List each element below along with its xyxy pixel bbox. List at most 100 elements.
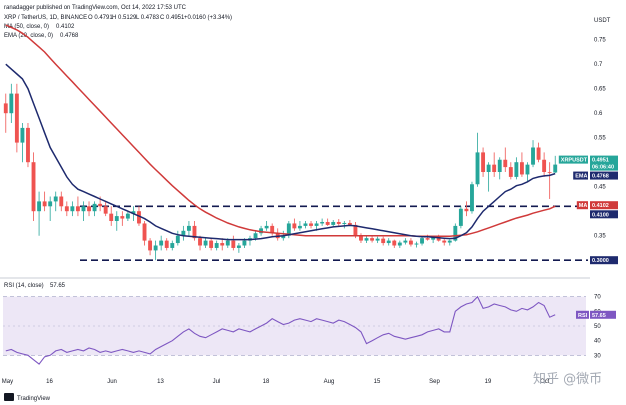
candle[interactable] <box>442 238 447 246</box>
price-tag-label-box <box>576 201 588 210</box>
candle[interactable] <box>359 233 363 244</box>
candle[interactable] <box>20 123 25 163</box>
candle[interactable] <box>320 218 325 226</box>
ema20-line[interactable] <box>5 63 556 241</box>
candle[interactable] <box>87 201 91 217</box>
candle[interactable] <box>542 152 547 177</box>
candle[interactable] <box>164 238 169 251</box>
candle[interactable] <box>236 243 241 253</box>
candle[interactable] <box>264 221 269 231</box>
candle[interactable] <box>464 201 469 217</box>
candle[interactable] <box>209 238 214 251</box>
candle[interactable] <box>375 236 380 244</box>
candle[interactable] <box>75 196 80 217</box>
candle[interactable] <box>153 240 158 261</box>
candle-body <box>231 240 236 248</box>
candle[interactable] <box>142 221 147 246</box>
candle[interactable] <box>26 123 30 168</box>
candle-body <box>414 243 419 245</box>
candle[interactable] <box>259 225 264 236</box>
candle[interactable] <box>64 201 69 217</box>
candle[interactable] <box>92 201 97 217</box>
ohlc-change: +0.0160 (+3.34%) <box>184 15 232 21</box>
candle[interactable] <box>214 240 219 251</box>
candle[interactable] <box>514 157 519 180</box>
candle[interactable] <box>414 241 419 248</box>
candle[interactable] <box>486 162 491 192</box>
candle[interactable] <box>336 219 341 226</box>
candle[interactable] <box>531 140 535 168</box>
candle[interactable] <box>3 93 8 133</box>
candle[interactable] <box>381 236 386 246</box>
time-axis[interactable]: May 16 Jun 13 Jul 18 Aug 15 Sep 19 Oct <box>2 379 550 385</box>
candle[interactable] <box>470 181 474 214</box>
candle-body <box>353 224 358 236</box>
candle[interactable] <box>114 211 119 231</box>
candle[interactable] <box>231 235 236 251</box>
candle[interactable] <box>37 191 42 236</box>
candle[interactable] <box>392 239 397 248</box>
candle[interactable] <box>508 162 513 180</box>
candle[interactable] <box>547 162 552 199</box>
candle[interactable] <box>31 152 36 221</box>
candle-body <box>331 221 336 225</box>
candle[interactable] <box>292 218 297 231</box>
candle[interactable] <box>325 218 330 226</box>
candle[interactable] <box>270 223 275 236</box>
candle[interactable] <box>386 238 391 246</box>
candle[interactable] <box>370 235 375 243</box>
candle[interactable] <box>303 221 308 229</box>
candle[interactable] <box>492 152 497 177</box>
price-tag-value: 0.4100 <box>592 212 609 218</box>
candle[interactable] <box>181 225 186 241</box>
candle-body <box>26 127 30 163</box>
candle[interactable] <box>309 221 313 229</box>
time-tick-label: Oct <box>540 379 550 385</box>
candle[interactable] <box>342 221 347 229</box>
candle[interactable] <box>14 83 19 153</box>
candle[interactable] <box>525 162 530 182</box>
rsi-line[interactable] <box>5 295 556 365</box>
candle[interactable] <box>148 238 153 256</box>
candle[interactable] <box>120 211 125 226</box>
candle[interactable] <box>458 206 463 229</box>
candle-body <box>92 203 97 212</box>
candle[interactable] <box>159 235 164 251</box>
candle[interactable] <box>175 230 180 246</box>
candle[interactable] <box>553 155 558 173</box>
candle[interactable] <box>519 152 524 177</box>
candle-body <box>70 206 75 212</box>
candle[interactable] <box>447 239 452 246</box>
candle[interactable] <box>9 83 14 123</box>
candle[interactable] <box>103 201 108 217</box>
candle[interactable] <box>198 235 202 251</box>
candle-body <box>192 225 197 239</box>
candle[interactable] <box>408 238 413 247</box>
candle[interactable] <box>331 220 336 227</box>
candle[interactable] <box>475 132 480 187</box>
candle[interactable] <box>497 157 502 180</box>
candle[interactable] <box>81 201 86 221</box>
candle[interactable] <box>42 191 47 212</box>
candle[interactable] <box>364 235 369 244</box>
candle[interactable] <box>70 201 75 217</box>
candle[interactable] <box>53 191 58 212</box>
price-pane[interactable]: 0.750.70.650.60.550.50.450.350.30.495106… <box>3 24 618 265</box>
candle[interactable] <box>503 147 508 173</box>
candle[interactable] <box>59 191 64 212</box>
candle[interactable] <box>203 238 208 248</box>
candle[interactable] <box>186 221 191 236</box>
candle[interactable] <box>109 206 114 226</box>
candle[interactable] <box>397 240 402 248</box>
candle-body <box>525 164 530 175</box>
candle[interactable] <box>220 238 225 251</box>
candle[interactable] <box>48 196 53 222</box>
candle[interactable] <box>481 147 486 177</box>
candle[interactable] <box>125 211 130 221</box>
candle[interactable] <box>403 238 408 245</box>
candle[interactable] <box>170 240 175 251</box>
candle[interactable] <box>297 221 302 231</box>
candle[interactable] <box>536 142 541 163</box>
